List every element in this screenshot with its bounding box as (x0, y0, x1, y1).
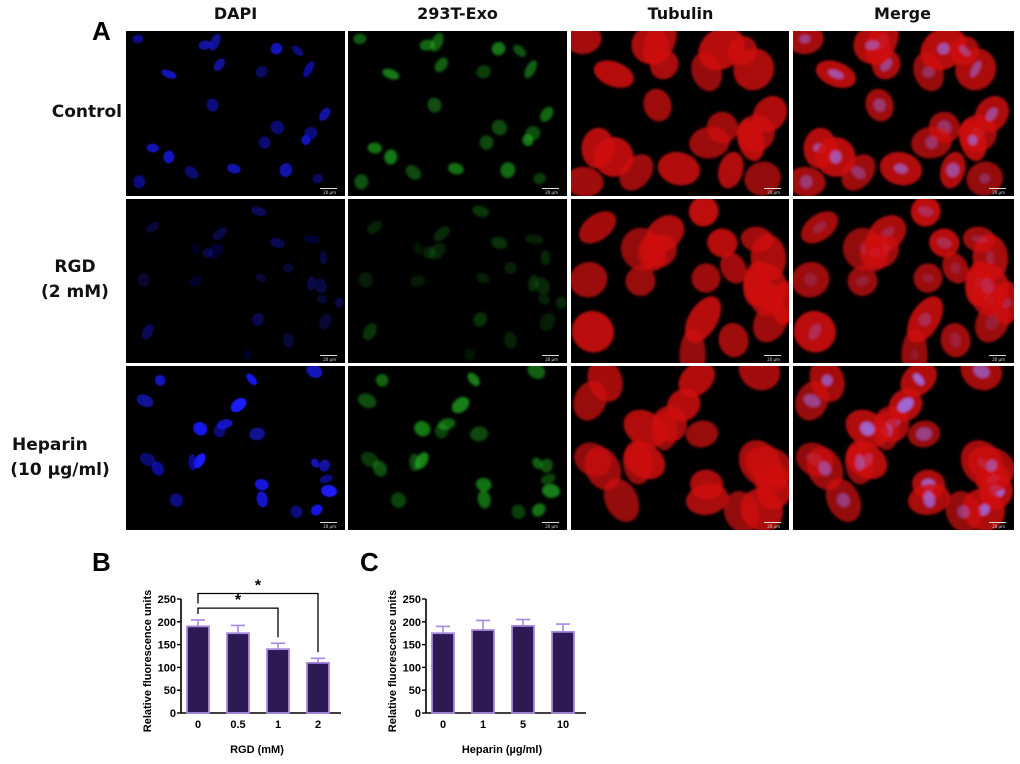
micrograph-control-merge: 20 µm (793, 31, 1014, 196)
bar-0.5 (226, 632, 250, 714)
micrograph-rgd-dapi: 20 µm (126, 199, 345, 363)
scale-bar (989, 355, 1006, 356)
bar-0 (431, 632, 455, 714)
scale-bar-label: 20 µm (992, 357, 1005, 362)
x-axis-label: Heparin (µg/ml) (462, 744, 543, 756)
scale-bar (764, 188, 781, 189)
chart-heparin-svg: 0 50 100 150 200 250 0 1 5 10 Heparin (µg/ml) Relat… (387, 590, 586, 756)
scale-bar-label: 20 µm (323, 357, 336, 362)
row-label-control: Control (51, 102, 122, 122)
scale-bar (764, 522, 781, 523)
micrograph-control-293t-exo: 20 µm (348, 31, 567, 196)
y-tick-label: 250 (403, 594, 421, 606)
y-tick-label: 0 (170, 708, 176, 720)
scale-bar-label: 20 µm (545, 524, 558, 529)
y-tick-label: 150 (403, 640, 421, 652)
y-tick-label: 50 (409, 685, 421, 697)
x-axis-label: RGD (mM) (230, 744, 284, 756)
bar-chart-heparin: 0 50 100 150 200 250 0 1 5 10 Heparin (µg/ml) Relat… (380, 555, 600, 760)
bar-1 (471, 629, 495, 714)
scale-bar (989, 522, 1006, 523)
scale-bar-label: 20 µm (545, 357, 558, 362)
bar-2 (306, 661, 330, 714)
x-tick-label: 0 (195, 719, 201, 731)
y-tick-label: 100 (403, 662, 421, 674)
micrograph-control-dapi: 20 µm (126, 31, 345, 196)
significance-bracket (197, 607, 279, 638)
bar-5 (511, 625, 535, 714)
bar-0 (186, 625, 210, 714)
scale-bar-label: 20 µm (545, 190, 558, 195)
scale-bar (542, 188, 559, 189)
scale-bar (764, 355, 781, 356)
column-header-dapi: DAPI (213, 4, 258, 23)
panel-label-c: C (360, 547, 379, 577)
panel-label-a: A (92, 16, 111, 46)
bar-10 (551, 630, 575, 714)
scale-bar (542, 355, 559, 356)
micrograph-rgd-tubulin: 20 µm (571, 199, 789, 363)
x-tick-label: 10 (557, 719, 569, 731)
micrograph-rgd-293t-exo: 20 µm (348, 199, 567, 363)
micrograph-heparin-dapi: 20 µm (126, 366, 345, 530)
scale-bar-label: 20 µm (323, 524, 336, 529)
bar-1 (266, 648, 290, 714)
micrograph-heparin-merge: 20 µm (793, 366, 1014, 530)
scale-bar (989, 188, 1006, 189)
bar-chart-rgd: 0 50 100 150 200 250 0 0.5 1 2 RGD (mM) Relative fl… (135, 555, 355, 760)
micrograph-control-tubulin: 20 µm (571, 31, 789, 196)
y-tick-label: 100 (158, 662, 176, 674)
scale-bar-label: 20 µm (767, 190, 780, 195)
y-tick-label: 200 (403, 617, 421, 629)
column-header-293t-exo: 293T-Exo (417, 4, 498, 23)
micrograph-heparin-tubulin: 20 µm (571, 366, 789, 530)
x-tick-label: 1 (480, 719, 486, 731)
significance-star: * (235, 592, 242, 609)
y-tick-label: 150 (158, 640, 176, 652)
y-tick-label: 250 (158, 594, 176, 606)
y-tick-label: 200 (158, 617, 176, 629)
scale-bar-label: 20 µm (992, 524, 1005, 529)
micrograph-rgd-merge: 20 µm (793, 199, 1014, 363)
micrograph-heparin-293t-exo: 20 µm (348, 366, 567, 530)
y-tick-label: 50 (164, 685, 176, 697)
chart-rgd-svg: 0 50 100 150 200 250 0 0.5 1 2 RGD (mM) Relative fl… (142, 578, 341, 756)
y-axis-label: Relative fluorescence units (142, 590, 154, 732)
scale-bar (320, 522, 337, 523)
scale-bar (320, 188, 337, 189)
scale-bar (542, 522, 559, 523)
row-label-heparin: Heparin (10 µg/ml) (10, 435, 110, 480)
column-header-merge: Merge (874, 4, 931, 23)
scale-bar-label: 20 µm (992, 190, 1005, 195)
x-tick-label: 2 (315, 719, 321, 731)
x-tick-label: 0.5 (230, 719, 245, 731)
scale-bar-label: 20 µm (767, 524, 780, 529)
x-tick-label: 0 (440, 719, 446, 731)
significance-star: * (255, 578, 262, 595)
x-tick-label: 5 (520, 719, 526, 731)
y-tick-label: 0 (415, 708, 421, 720)
scale-bar-label: 20 µm (767, 357, 780, 362)
y-axis-label: Relative fluorescence units (387, 590, 399, 732)
scale-bar (320, 355, 337, 356)
x-tick-label: 1 (275, 719, 281, 731)
panel-label-b: B (92, 547, 111, 577)
row-label-rgd: RGD (2 mM) (41, 257, 109, 302)
scale-bar-label: 20 µm (323, 190, 336, 195)
column-header-tubulin: Tubulin (647, 4, 714, 23)
significance-bracket (197, 592, 319, 653)
